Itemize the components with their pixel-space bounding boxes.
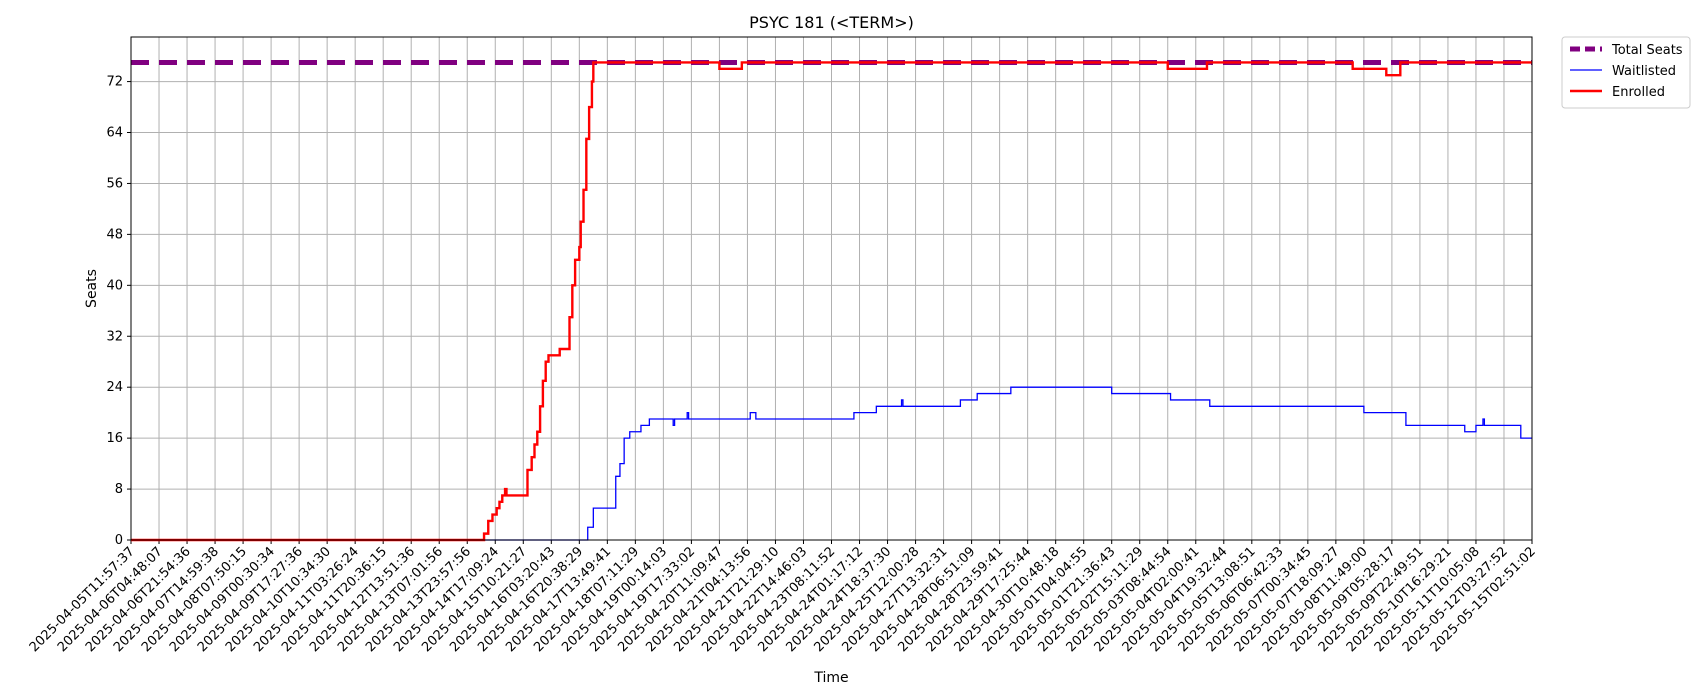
- y-tick-label: 16: [106, 431, 123, 446]
- series-line-enrolled: [131, 61, 1532, 542]
- y-tick-label: 32: [106, 329, 123, 344]
- grid: [130, 37, 1533, 541]
- x-axis-title: Time: [813, 670, 848, 686]
- legend: Total Seats Waitlisted Enrolled: [1561, 36, 1691, 109]
- y-axis-title: Seats: [84, 269, 100, 308]
- x-axis-ticks: 2025-04-05T11:57:372025-04-06T04:48:0720…: [27, 540, 1539, 655]
- y-axis-ticks: 0 8 16 24 32 40 48 56 64 72: [106, 75, 131, 548]
- y-tick-label: 64: [106, 126, 123, 141]
- chart-title: PSYC 181 (<TERM>): [749, 13, 914, 32]
- series-layer: [131, 59, 1532, 542]
- legend-label: Waitlisted: [1612, 64, 1676, 79]
- plot-frame: [130, 36, 1533, 541]
- legend-label: Enrolled: [1612, 85, 1665, 100]
- y-tick-label: 72: [106, 75, 123, 90]
- y-tick-label: 48: [106, 227, 123, 242]
- y-tick-label: 24: [106, 380, 123, 395]
- y-tick-label: 56: [106, 176, 123, 191]
- series-line-waitlisted: [131, 386, 1532, 541]
- y-tick-label: 8: [115, 482, 123, 497]
- y-tick-label: 40: [106, 278, 123, 293]
- legend-label: Total Seats: [1611, 43, 1683, 58]
- y-tick-label: 0: [115, 533, 123, 548]
